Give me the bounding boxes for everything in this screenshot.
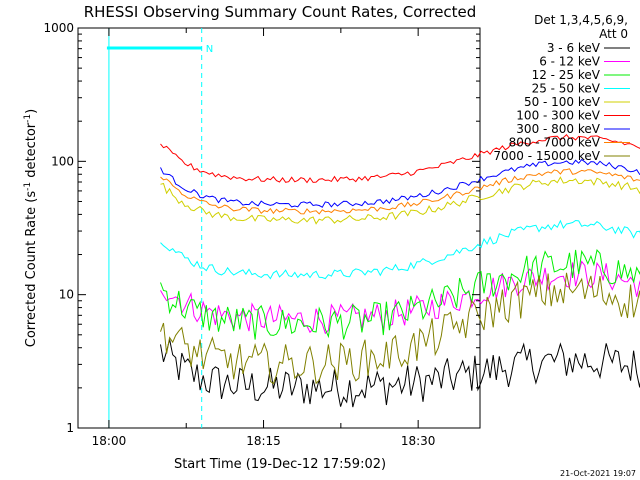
- series-line-1: [160, 260, 640, 335]
- series-line-3: [160, 219, 640, 280]
- series-line-7: [160, 168, 640, 215]
- series-line-8: [160, 272, 640, 385]
- plot-frame: [77, 27, 481, 429]
- legend-label-8: 7000 - 15000 keV: [493, 149, 600, 163]
- y-tick-label-0: 1: [66, 421, 74, 435]
- chart-title: RHESSI Observing Summary Count Rates, Co…: [84, 3, 477, 21]
- orbit-overlays: NS: [106, 28, 213, 428]
- legend-label-2: 12 - 25 keV: [532, 68, 601, 82]
- footer-timestamp: 21-Oct-2021 19:07: [560, 469, 636, 478]
- series-line-5: [160, 133, 640, 184]
- legend-label-0: 3 - 6 keV: [547, 41, 601, 55]
- legend-label-1: 6 - 12 keV: [539, 55, 601, 69]
- series-line-4: [160, 176, 640, 225]
- y-axis-label: Corrected Count Rate (s-1 detector-1): [23, 109, 39, 347]
- legend-header-line1: Det 1,3,4,5,6,9,: [534, 13, 628, 27]
- legend-label-7: 800 - 7000 keV: [509, 136, 601, 150]
- legend-label-6: 300 - 800 keV: [516, 122, 600, 136]
- y-tick-label-3: 1000: [43, 21, 74, 35]
- series-line-2: [160, 249, 640, 340]
- legend-label-4: 50 - 100 keV: [524, 95, 601, 109]
- x-tick-label-2: 18:15: [246, 434, 281, 448]
- series-line-6: [160, 158, 640, 208]
- axes-layer: 18:00 18:15 18:30 1 10 100 1000: [43, 21, 480, 448]
- series-line-0: [160, 339, 640, 408]
- night-label: N: [206, 44, 213, 55]
- y-tick-label-2: 100: [51, 154, 74, 168]
- x-tick-label-0: 18:00: [92, 434, 127, 448]
- x-axis-label: Start Time (19-Dec-12 17:59:02): [174, 457, 386, 472]
- y-tick-label-1: 10: [59, 288, 74, 302]
- legend-label-3: 25 - 50 keV: [532, 82, 601, 96]
- legend-header-line2: Att 0: [599, 27, 628, 41]
- x-tick-label-4: 18:30: [401, 434, 436, 448]
- series-layer: [160, 133, 640, 408]
- legend-label-5: 100 - 300 keV: [516, 109, 600, 123]
